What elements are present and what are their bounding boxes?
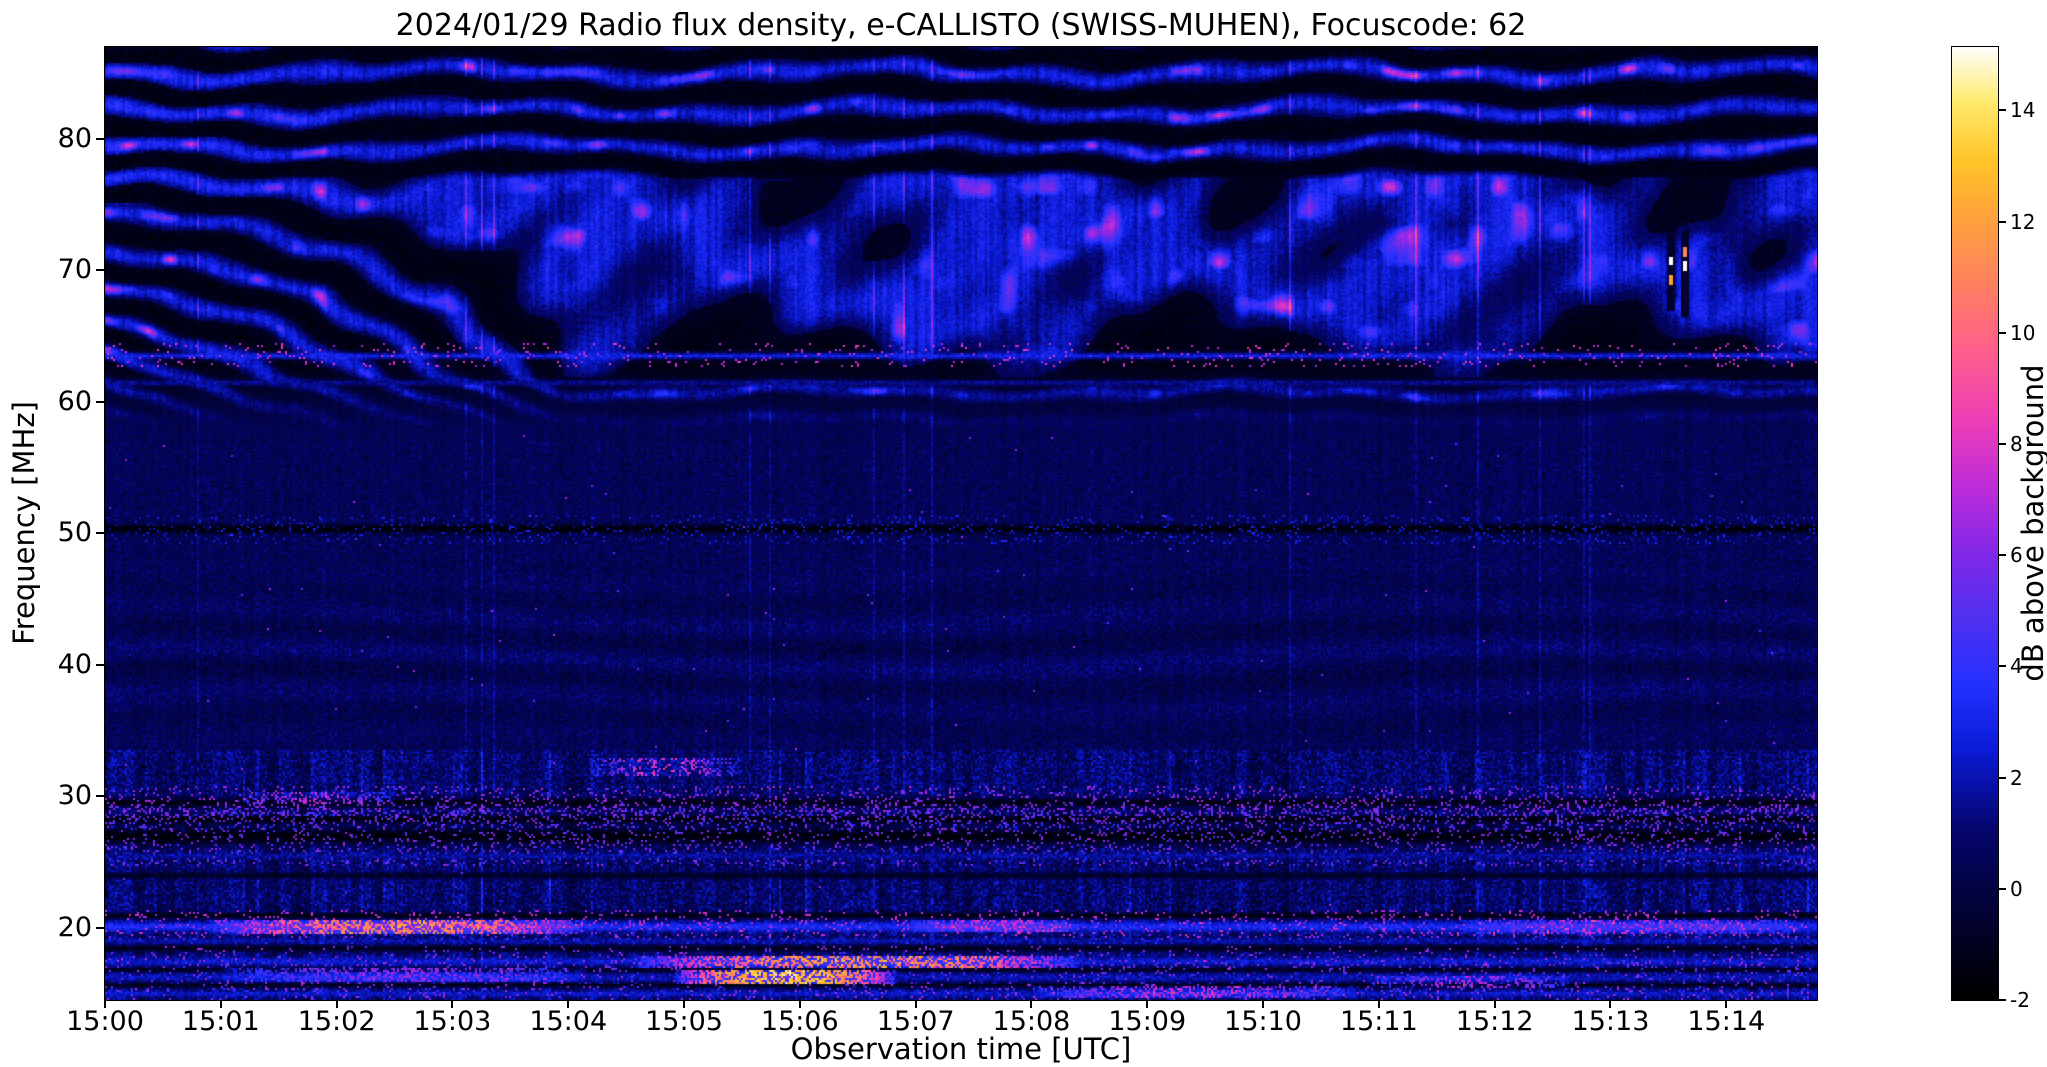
colorbar-tick <box>1999 109 2006 112</box>
colorbar-tick-label: 8 <box>2010 431 2023 456</box>
colorbar-tick-label: 12 <box>2010 209 2036 234</box>
y-tick <box>96 795 104 798</box>
x-tick <box>798 1000 801 1008</box>
x-tick-label: 15:09 <box>1108 1006 1187 1037</box>
x-tick <box>1030 1000 1033 1008</box>
x-tick-label: 15:12 <box>1455 1006 1534 1037</box>
x-tick-label: 15:01 <box>181 1006 260 1037</box>
x-tick-label: 15:11 <box>1339 1006 1418 1037</box>
x-tick-label: 15:10 <box>1224 1006 1302 1037</box>
colorbar-tick-label: 6 <box>2010 543 2023 568</box>
colorbar-tick-label: 10 <box>2010 320 2036 345</box>
spectrogram-canvas <box>105 47 1817 1000</box>
x-tick <box>567 1000 570 1008</box>
colorbar-canvas <box>1952 47 1998 1000</box>
x-tick <box>1262 1000 1265 1008</box>
y-tick-label: 80 <box>57 123 92 154</box>
x-tick-label: 15:08 <box>992 1006 1071 1037</box>
x-tick <box>1725 1000 1728 1008</box>
x-tick <box>1377 1000 1380 1008</box>
colorbar-tick <box>1999 220 2006 223</box>
x-tick <box>1146 1000 1149 1008</box>
colorbar-tick <box>1999 554 2006 557</box>
y-tick-label: 50 <box>57 517 92 549</box>
y-tick-label: 20 <box>57 911 92 943</box>
colorbar-tick-label: -2 <box>2010 988 2030 1012</box>
x-axis-label: Observation time [UTC] <box>790 1032 1132 1066</box>
colorbar-tick <box>1999 776 2006 779</box>
x-tick-label: 15:07 <box>876 1006 955 1037</box>
colorbar-label: dB above background <box>2016 364 2047 682</box>
colorbar-tick <box>1999 331 2006 334</box>
y-tick <box>96 400 104 403</box>
colorbar-tick <box>1999 665 2006 668</box>
y-tick <box>96 138 104 140</box>
colorbar-tick <box>1999 887 2006 890</box>
x-tick-label: 15:03 <box>413 1006 492 1037</box>
colorbar-tick <box>1999 999 2006 1001</box>
y-tick <box>96 663 104 666</box>
colorbar-tick-label: 0 <box>2010 876 2023 901</box>
x-tick <box>1609 1000 1612 1008</box>
y-tick-label: 40 <box>57 648 92 680</box>
x-tick <box>451 1000 454 1008</box>
x-tick <box>104 1000 106 1008</box>
colorbar-tick <box>1999 442 2006 445</box>
spectrogram-plot <box>104 46 1818 1001</box>
x-tick-label: 15:02 <box>297 1006 376 1037</box>
x-tick-label: 15:13 <box>1571 1006 1650 1037</box>
x-tick <box>1493 1000 1496 1008</box>
y-tick <box>96 532 104 535</box>
y-tick <box>96 926 104 929</box>
colorbar-tick-label: 4 <box>2010 654 2023 679</box>
y-tick-label: 70 <box>57 254 92 286</box>
chart-title: 2024/01/29 Radio flux density, e-CALLIST… <box>395 8 1527 43</box>
x-tick <box>219 1000 222 1008</box>
x-tick <box>914 1000 917 1008</box>
y-tick <box>96 269 104 272</box>
y-tick-label: 30 <box>57 780 92 812</box>
x-tick <box>683 1000 686 1008</box>
colorbar-tick-label: 2 <box>2010 765 2023 790</box>
x-tick-label: 15:06 <box>760 1006 839 1037</box>
y-tick-label: 60 <box>57 385 92 417</box>
x-tick-label: 15:05 <box>645 1006 723 1037</box>
x-tick-label: 15:14 <box>1687 1006 1766 1037</box>
x-tick <box>335 1000 338 1008</box>
colorbar-tick-label: 14 <box>2010 98 2036 123</box>
colorbar <box>1951 46 1999 1001</box>
x-tick-label: 15:00 <box>66 1006 144 1037</box>
x-tick-label: 15:04 <box>529 1006 608 1037</box>
